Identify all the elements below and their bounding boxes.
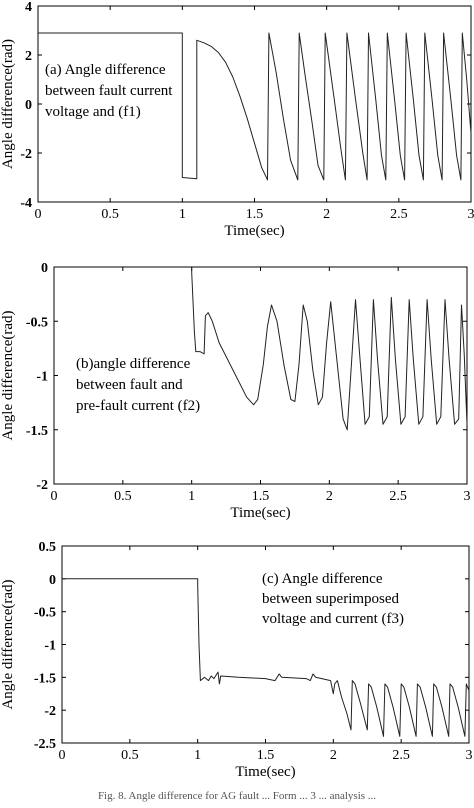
- chart2-y-axis-label: Angle difference(rad): [0, 310, 16, 440]
- chart1-x-tick-label: 2: [323, 207, 330, 222]
- chart2-series-line: [191, 267, 468, 431]
- chart1-y-axis-label: Angle difference(rad): [0, 39, 16, 169]
- chart2-x-tick-label: 1.5: [252, 489, 270, 504]
- chart3-y-tick-label: -2.5: [34, 737, 56, 752]
- chart3-y-tick-label: -0.5: [34, 606, 56, 621]
- chart1-x-tick-label: 0: [35, 207, 42, 222]
- chart1-y-tick-label: 0: [25, 98, 32, 113]
- chart2-x-tick-label: 2: [326, 489, 333, 504]
- chart3-y-tick-label: -1: [44, 639, 56, 654]
- chart1-series-line: [38, 32, 472, 181]
- chart1-x-tick-label: 0.5: [101, 207, 119, 222]
- chart1-x-tick-label: 3: [468, 207, 474, 222]
- chart2-annotation-line: pre-fault current (f2): [76, 398, 200, 414]
- chart3-x-tick-label: 0.5: [121, 748, 139, 763]
- chart2-annotation-line: between fault and: [76, 377, 183, 393]
- chart2-annotation-line: (b)angle difference: [76, 356, 191, 372]
- chart2-x-tick-label: 2.5: [389, 489, 407, 504]
- chart3-y-tick-label: -2: [44, 704, 56, 719]
- chart2-x-tick-label: 0: [51, 489, 58, 504]
- chart1-annotation-line: between fault current: [45, 83, 173, 99]
- chart3-x-axis-label: Time(sec): [235, 764, 295, 780]
- chart1-x-tick-label: 2.5: [390, 207, 408, 222]
- chart3-annotation-line: between superimposed: [262, 591, 400, 607]
- chart3-x-tick-label: 3: [466, 748, 473, 763]
- chart3-x-tick-label: 1.5: [257, 748, 275, 763]
- chart3-y-axis-label: Angle difference(rad): [0, 579, 16, 709]
- chart3-x-tick-label: 2: [330, 748, 337, 763]
- chart3-annotation-line: voltage and current (f3): [262, 611, 404, 627]
- chart3-y-tick-label: 0: [49, 573, 56, 588]
- chart1-x-tick-label: 1: [179, 207, 186, 222]
- chart1-annotation-line: (a) Angle difference: [45, 62, 166, 78]
- chart2-x-tick-label: 1: [188, 489, 195, 504]
- chart3-x-tick-label: 1: [194, 748, 201, 763]
- chart2-x-tick-label: 0.5: [114, 489, 132, 504]
- chart2-x-axis-label: Time(sec): [230, 505, 290, 521]
- chart1-x-axis-label: Time(sec): [224, 223, 284, 239]
- chart3-x-tick-label: 2.5: [392, 748, 410, 763]
- chart1-annotation-line: voltage and (f1): [45, 104, 141, 120]
- chart2-y-tick-label: -2: [36, 478, 48, 493]
- chart3-x-tick-label: 0: [59, 748, 66, 763]
- chart2-y-tick-label: -1.5: [26, 424, 48, 439]
- chart2-y-tick-label: -1: [36, 370, 48, 385]
- chart2-plot-frame: [53, 266, 468, 485]
- chart1-y-tick-label: 2: [25, 49, 32, 64]
- chart2-x-tick-label: 3: [464, 489, 471, 504]
- figure-caption: Fig. 8. Angle difference for AG fault ..…: [97, 790, 377, 802]
- chart1-x-tick-label: 1.5: [246, 207, 264, 222]
- chart2-y-tick-label: -0.5: [26, 315, 48, 330]
- chart3-y-tick-label: -1.5: [34, 671, 56, 686]
- chart2-y-tick-label: 0: [41, 261, 48, 276]
- chart3-annotation-line: (c) Angle difference: [262, 571, 383, 587]
- chart1-y-tick-label: -4: [20, 196, 32, 211]
- chart3-series-line: [62, 578, 470, 737]
- chart1-y-tick-label: -2: [20, 147, 32, 162]
- chart3-y-tick-label: 0.5: [39, 540, 57, 555]
- chart1-y-tick-label: 4: [25, 0, 32, 15]
